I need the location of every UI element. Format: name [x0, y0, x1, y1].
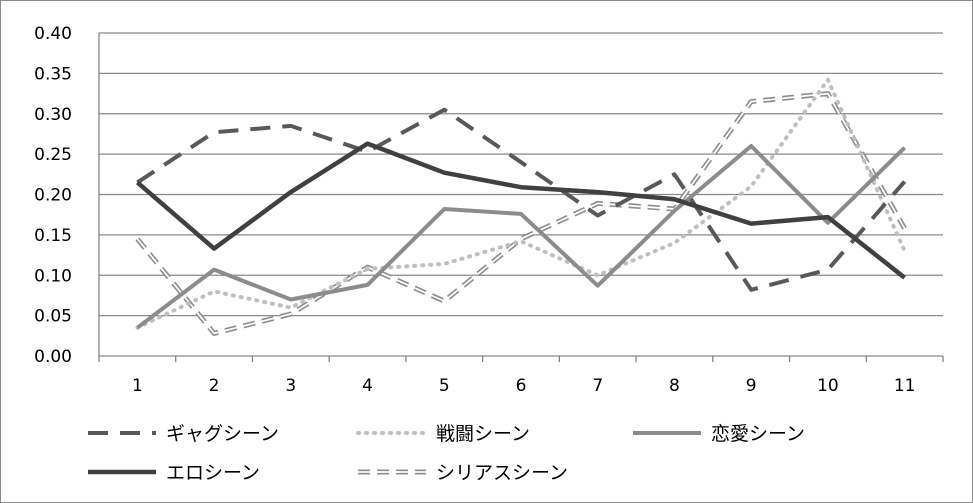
x-tick-label-6: 7 — [592, 376, 603, 396]
x-tick-label-5: 6 — [516, 376, 527, 396]
series-line-0 — [136, 107, 907, 292]
y-tick-label-5: 0.25 — [34, 145, 72, 165]
x-tick-label-8: 9 — [746, 376, 757, 396]
y-tick-label-8: 0.40 — [34, 24, 72, 44]
legend-label-1: 戦闘シーン — [436, 423, 530, 445]
series-line-2 — [136, 144, 906, 330]
legend-item-2: 恋愛シーン — [633, 423, 805, 445]
legend-item-0: ギャグシーン — [88, 423, 279, 445]
x-tick-label-1: 2 — [209, 376, 220, 396]
y-tick-label-4: 0.20 — [34, 186, 72, 206]
x-tick-label-4: 5 — [439, 376, 450, 396]
x-tick-label-2: 3 — [285, 376, 296, 396]
legend-item-3: エロシーン — [88, 462, 260, 484]
series-line-3 — [135, 141, 906, 280]
y-tick-label-7: 0.35 — [34, 64, 72, 84]
legend-item-1: 戦闘シーン — [356, 423, 530, 445]
series-3 — [135, 141, 906, 280]
y-tick-label-3: 0.15 — [34, 226, 72, 246]
x-tick-label-3: 4 — [362, 376, 373, 396]
series-4 — [135, 91, 907, 336]
series-line-1 — [135, 77, 907, 330]
legend-label-3: エロシーン — [166, 462, 260, 484]
series-1 — [135, 77, 907, 330]
legend-label-2: 恋愛シーン — [711, 423, 805, 445]
x-tick-label-10: 11 — [894, 376, 916, 396]
x-tick-label-9: 10 — [817, 376, 839, 396]
y-tick-label-2: 0.10 — [34, 266, 72, 286]
y-tick-label-0: 0.00 — [34, 347, 72, 367]
x-tick-label-7: 8 — [669, 376, 680, 396]
legend-label-0: ギャグシーン — [166, 423, 279, 445]
y-tick-label-1: 0.05 — [34, 307, 72, 327]
series-0 — [136, 107, 907, 292]
series-line-4-inner — [136, 92, 906, 335]
legend-label-4: シリアスシーン — [436, 462, 568, 484]
x-tick-label-0: 1 — [132, 376, 143, 396]
series-2 — [136, 144, 906, 330]
legend-item-4: シリアスシーン — [358, 462, 568, 484]
y-tick-label-6: 0.30 — [34, 105, 72, 125]
